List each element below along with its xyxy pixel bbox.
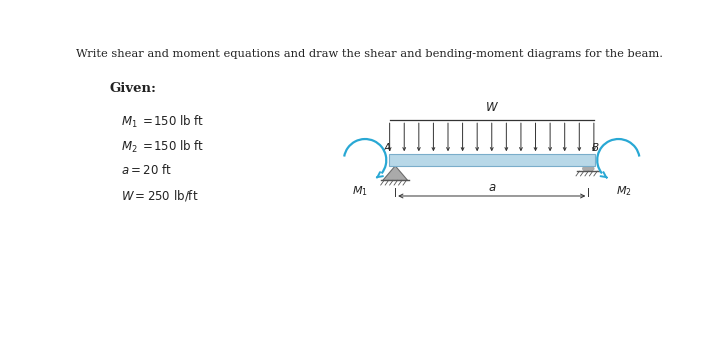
- Text: Write shear and moment equations and draw the shear and bending-moment diagrams : Write shear and moment equations and dra…: [76, 48, 662, 59]
- Text: $M_1\ =\!150\ \mathrm{lb\ ft}$: $M_1\ =\!150\ \mathrm{lb\ ft}$: [121, 114, 204, 130]
- Text: $a = 20\ \mathrm{ft}$: $a = 20\ \mathrm{ft}$: [121, 163, 171, 177]
- Text: $W$: $W$: [485, 101, 499, 114]
- Bar: [389, 154, 595, 166]
- Text: $A$: $A$: [384, 141, 392, 153]
- Text: $W = 250\ \mathrm{lb/ft}$: $W = 250\ \mathrm{lb/ft}$: [121, 188, 198, 203]
- Text: $B$: $B$: [591, 141, 600, 153]
- Text: $a$: $a$: [487, 181, 496, 194]
- Text: $M_2$: $M_2$: [616, 184, 632, 198]
- Circle shape: [582, 166, 594, 171]
- Polygon shape: [383, 166, 408, 180]
- Text: $M_1$: $M_1$: [351, 184, 367, 198]
- Text: Given:: Given:: [109, 82, 156, 96]
- Text: $M_2\ =\!150\ \mathrm{lb\ ft}$: $M_2\ =\!150\ \mathrm{lb\ ft}$: [121, 139, 204, 155]
